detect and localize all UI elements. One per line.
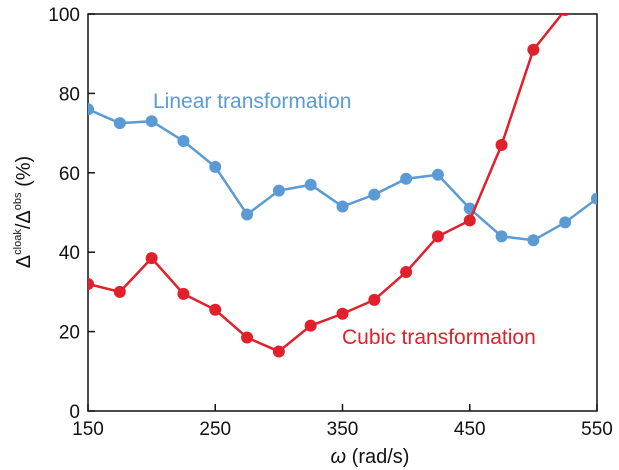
y-tick-label: 40 — [59, 243, 80, 264]
data-point — [527, 43, 540, 56]
series-linear — [88, 103, 597, 247]
y-axis-ticks: 0 20 40 60 80 100 — [48, 5, 95, 423]
x-tick-label: 450 — [454, 419, 486, 440]
x-axis-label-unit: (rad/s) — [346, 446, 409, 468]
series-line — [88, 14, 564, 353]
y-axis-label-delta1: Δ — [13, 255, 35, 268]
x-tick-label: 150 — [72, 419, 104, 440]
data-point — [272, 184, 285, 197]
data-point — [559, 216, 572, 229]
data-point — [145, 252, 158, 265]
data-point — [368, 188, 381, 201]
data-point — [113, 285, 126, 298]
data-point — [304, 178, 317, 191]
y-axis-label-sup1: cloak — [12, 229, 24, 255]
data-point — [241, 331, 254, 344]
data-point — [88, 103, 94, 116]
data-point — [241, 208, 254, 221]
data-point — [400, 266, 413, 279]
series-cubic — [88, 14, 570, 358]
x-axis-label-omega: ω — [331, 446, 347, 468]
y-axis-label-sup2: obs — [12, 192, 24, 210]
data-point — [88, 277, 94, 290]
data-point — [145, 115, 158, 128]
y-tick-label: 100 — [48, 5, 80, 26]
x-tick-label: 250 — [199, 419, 231, 440]
series-label-cubic: Cubic transformation — [342, 326, 536, 349]
series-line — [88, 108, 597, 242]
y-axis-label-unit: (%) — [13, 156, 35, 193]
data-point — [209, 303, 222, 316]
data-point — [560, 14, 570, 17]
data-point — [591, 192, 597, 205]
data-point — [495, 139, 508, 152]
data-point — [431, 168, 444, 181]
data-point — [495, 230, 508, 243]
data-point — [177, 135, 190, 148]
data-point — [304, 319, 317, 332]
y-axis-label: Δcloak/Δobs (%) — [12, 156, 35, 268]
x-axis-ticks: 150 250 350 450 550 — [72, 404, 613, 440]
series-layer — [88, 14, 597, 358]
data-point — [400, 172, 413, 185]
y-tick-label: 0 — [69, 402, 80, 423]
x-axis-label: ω (rad/s) — [331, 446, 410, 468]
data-point — [209, 160, 222, 173]
data-point — [113, 117, 126, 130]
y-tick-label: 80 — [59, 84, 80, 105]
data-point — [336, 307, 349, 320]
plot-area: 150 250 350 450 550 0 20 40 60 80 100 — [48, 5, 613, 440]
series-label-linear: Linear transformation — [153, 90, 351, 113]
x-tick-label: 350 — [327, 419, 359, 440]
data-point — [368, 293, 381, 306]
data-point — [336, 200, 349, 213]
data-point — [463, 214, 476, 227]
y-axis-label-slash: / — [13, 223, 35, 229]
y-tick-label: 20 — [59, 323, 80, 344]
y-axis-label-delta2: Δ — [13, 210, 35, 223]
data-point — [272, 345, 285, 358]
data-point — [431, 230, 444, 243]
data-point — [527, 234, 540, 247]
x-tick-label: 550 — [581, 419, 613, 440]
data-point — [177, 287, 190, 300]
y-tick-label: 60 — [59, 164, 80, 185]
